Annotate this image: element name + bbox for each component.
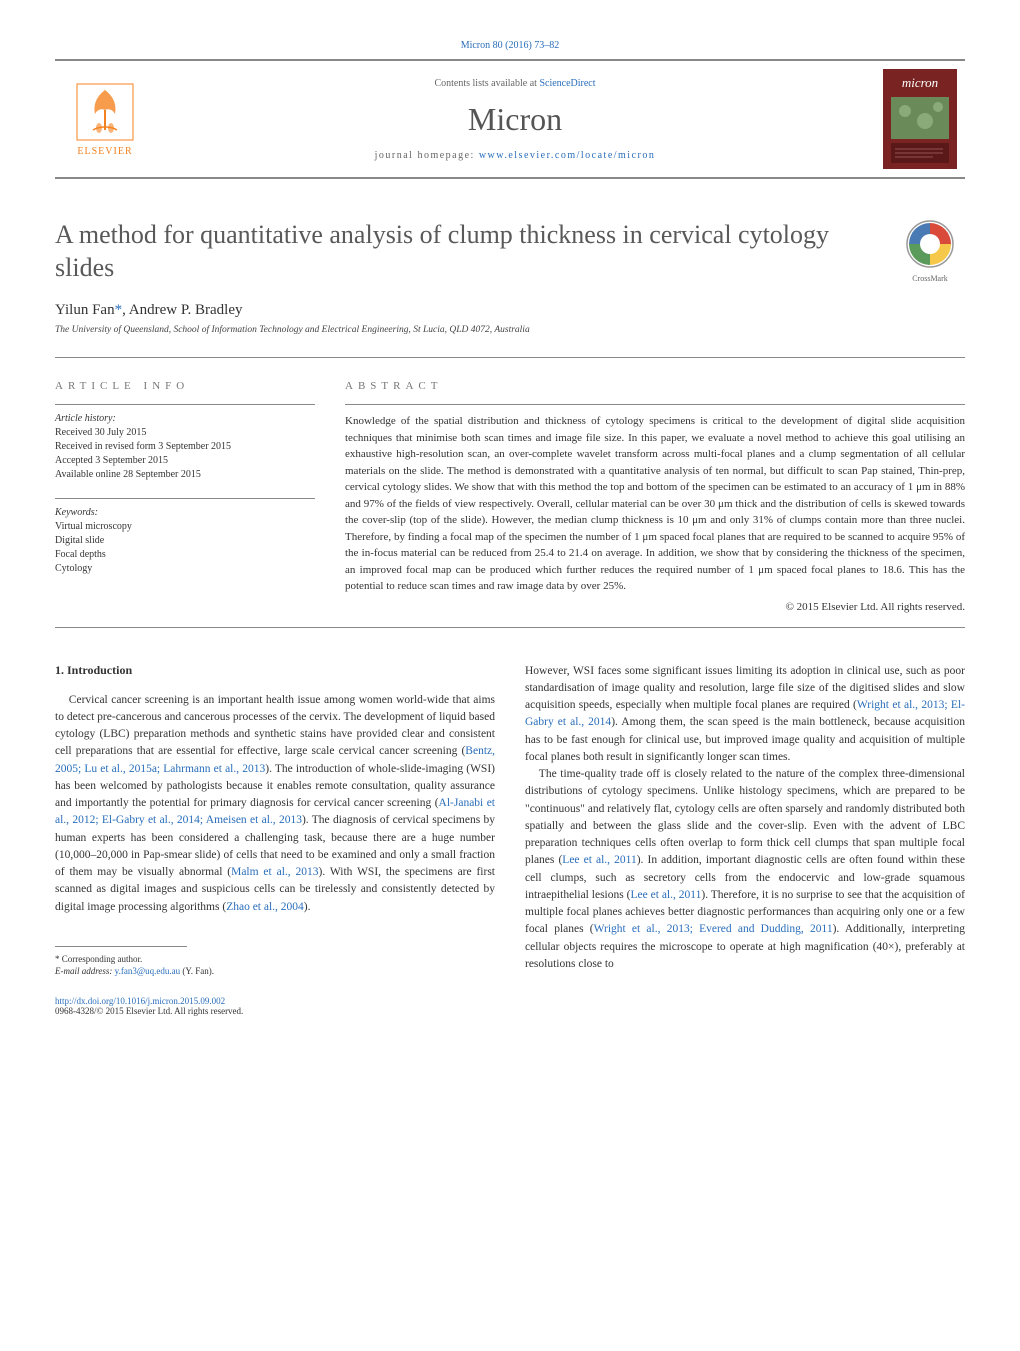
journal-header: ELSEVIER Contents lists available at Sci… <box>55 59 965 179</box>
sciencedirect-link[interactable]: ScienceDirect <box>539 78 595 89</box>
homepage-prefix: journal homepage: <box>375 150 479 161</box>
keyword: Digital slide <box>55 534 315 548</box>
doi-link[interactable]: http://dx.doi.org/10.1016/j.micron.2015.… <box>55 996 225 1006</box>
journal-name: Micron <box>468 101 562 138</box>
crossmark-icon <box>905 219 955 269</box>
elsevier-label: ELSEVIER <box>77 146 132 157</box>
email-who: (Y. Fan). <box>180 966 214 976</box>
article-history-block: Article history: Received 30 July 2015 R… <box>55 404 315 482</box>
journal-homepage: journal homepage: www.elsevier.com/locat… <box>375 150 656 161</box>
keyword: Focal depths <box>55 548 315 562</box>
email-label: E-mail address: <box>55 966 115 976</box>
abstract: ABSTRACT Knowledge of the spatial distri… <box>345 380 965 613</box>
keyword: Virtual microscopy <box>55 520 315 534</box>
divider <box>55 357 965 358</box>
cover-image-icon: micron <box>883 69 957 169</box>
footnote-divider <box>55 946 187 947</box>
corresponding-marker: * <box>115 302 123 318</box>
issn-copyright: 0968-4328/© 2015 Elsevier Ltd. All right… <box>55 1006 243 1016</box>
body-column-right: However, WSI faces some significant issu… <box>525 663 965 1016</box>
abstract-text: Knowledge of the spatial distribution an… <box>345 413 965 595</box>
history-line: Available online 28 September 2015 <box>55 468 315 482</box>
history-line: Received 30 July 2015 <box>55 426 315 440</box>
divider <box>55 627 965 628</box>
journal-cover-thumb[interactable]: micron <box>875 61 965 177</box>
citation-link[interactable]: Lee et al., 2011 <box>630 889 701 901</box>
crossmark-badge[interactable]: CrossMark <box>895 219 965 289</box>
corresponding-author-note: * Corresponding author. <box>55 953 495 966</box>
crossmark-label: CrossMark <box>895 274 965 283</box>
citation-link[interactable]: Wright et al., 2013; Evered and Dudding,… <box>594 923 833 935</box>
body-span: Cervical cancer screening is an importan… <box>55 694 495 758</box>
body-span: The time-quality trade off is closely re… <box>525 768 965 866</box>
author-list-2: , Andrew P. Bradley <box>122 302 242 318</box>
affiliation: The University of Queensland, School of … <box>55 325 875 335</box>
keyword: Cytology <box>55 562 315 576</box>
body-text: However, WSI faces some significant issu… <box>525 663 965 974</box>
keywords-block: Keywords: Virtual microscopy Digital sli… <box>55 498 315 576</box>
body-span: ). <box>304 901 311 913</box>
elsevier-logo[interactable]: ELSEVIER <box>55 61 155 177</box>
article-info: ARTICLE INFO Article history: Received 3… <box>55 380 315 613</box>
article-title: A method for quantitative analysis of cl… <box>55 219 875 284</box>
contents-prefix: Contents lists available at <box>434 78 539 89</box>
email-line: E-mail address: y.fan3@uq.edu.au (Y. Fan… <box>55 965 495 978</box>
author-list: Yilun Fan <box>55 302 115 318</box>
article-info-heading: ARTICLE INFO <box>55 380 315 392</box>
section-heading: 1. Introduction <box>55 663 495 678</box>
homepage-link[interactable]: www.elsevier.com/locate/micron <box>479 150 656 161</box>
doi-block: http://dx.doi.org/10.1016/j.micron.2015.… <box>55 996 495 1016</box>
elsevier-tree-icon <box>75 82 135 142</box>
keywords-head: Keywords: <box>55 507 315 518</box>
svg-text:micron: micron <box>902 75 938 90</box>
journal-reference: Micron 80 (2016) 73–82 <box>55 40 965 51</box>
footnote: * Corresponding author. E-mail address: … <box>55 953 495 978</box>
header-center: Contents lists available at ScienceDirec… <box>155 61 875 177</box>
body-text: Cervical cancer screening is an importan… <box>55 692 495 916</box>
history-line: Received in revised form 3 September 201… <box>55 440 315 454</box>
article-history-head: Article history: <box>55 413 315 424</box>
citation-link[interactable]: Zhao et al., 2004 <box>226 901 304 913</box>
body-columns: 1. Introduction Cervical cancer screenin… <box>55 663 965 1016</box>
abstract-heading: ABSTRACT <box>345 380 965 392</box>
body-column-left: 1. Introduction Cervical cancer screenin… <box>55 663 495 1016</box>
history-line: Accepted 3 September 2015 <box>55 454 315 468</box>
citation-link[interactable]: Malm et al., 2013 <box>231 866 318 878</box>
authors: Yilun Fan*, Andrew P. Bradley <box>55 302 875 319</box>
citation-link[interactable]: Lee et al., 2011 <box>562 854 636 866</box>
journal-reference-link[interactable]: Micron 80 (2016) 73–82 <box>461 40 560 51</box>
contents-lists-line: Contents lists available at ScienceDirec… <box>434 78 595 89</box>
author-email-link[interactable]: y.fan3@uq.edu.au <box>115 966 180 976</box>
abstract-copyright: © 2015 Elsevier Ltd. All rights reserved… <box>345 601 965 613</box>
